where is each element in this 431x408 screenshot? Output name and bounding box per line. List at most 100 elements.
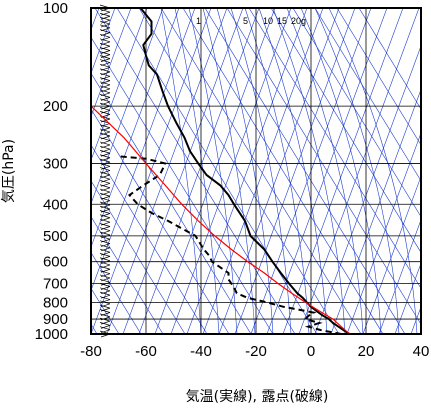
wind-barb bbox=[99, 38, 111, 46]
plot-frame bbox=[90, 7, 422, 335]
isotherm-line bbox=[378, 219, 421, 334]
wind-barb bbox=[99, 171, 111, 179]
y-tick-label: 600 bbox=[43, 254, 68, 271]
wind-barb bbox=[99, 197, 111, 205]
isotherm-line bbox=[218, 8, 340, 334]
wind-barb bbox=[99, 175, 111, 183]
y-tick-label: 700 bbox=[43, 276, 68, 293]
adiabat-line bbox=[248, 8, 421, 289]
wind-barb bbox=[99, 106, 111, 114]
wind-barb bbox=[99, 124, 111, 132]
x-tick-label: 0 bbox=[307, 343, 315, 360]
wind-barb bbox=[99, 278, 111, 286]
wind-barb bbox=[99, 244, 111, 252]
adiabat-line bbox=[336, 8, 421, 146]
wind-barb bbox=[99, 287, 111, 295]
x-tick-label: -20 bbox=[245, 343, 267, 360]
y-tick-label: 400 bbox=[43, 196, 68, 213]
wind-barb bbox=[99, 47, 111, 54]
moist-adiabat-line bbox=[160, 8, 202, 334]
isotherm-line bbox=[91, 8, 164, 205]
wind-barb bbox=[99, 145, 111, 153]
wind-barb bbox=[99, 248, 111, 256]
moist-adiabat-line bbox=[300, 8, 382, 334]
adiabat-line bbox=[138, 8, 340, 334]
y-tick-label: 300 bbox=[43, 156, 68, 173]
wind-barb bbox=[99, 274, 111, 282]
wind-barb bbox=[99, 231, 111, 239]
moist-adiabat-line bbox=[230, 8, 292, 334]
isotherm-line bbox=[91, 8, 132, 118]
wind-barb bbox=[99, 291, 111, 299]
y-axis-label: 気圧(hPa) bbox=[1, 139, 17, 203]
parcel-line bbox=[91, 105, 350, 334]
isotherm-line bbox=[91, 8, 148, 162]
moist-adiabat-line bbox=[188, 8, 238, 334]
adiabat-line bbox=[358, 8, 421, 110]
isotherm-line bbox=[106, 8, 228, 334]
y-tick-label: 800 bbox=[43, 294, 68, 311]
x-tick-label: -40 bbox=[190, 343, 212, 360]
y-tick-label: 1000 bbox=[35, 326, 68, 343]
moist-adiabat-line bbox=[328, 8, 418, 334]
adiabat-line bbox=[94, 8, 296, 334]
isotherm-line bbox=[362, 175, 421, 334]
wind-barb bbox=[99, 81, 111, 89]
adiabat-line bbox=[270, 8, 421, 254]
wind-barb bbox=[99, 149, 111, 157]
adiabat-line bbox=[91, 144, 208, 334]
isotherm-line bbox=[154, 8, 276, 334]
wind-barb bbox=[99, 270, 111, 277]
y-tick-label: 200 bbox=[43, 98, 68, 115]
mixing-ratio-label: 1 bbox=[196, 16, 201, 26]
x-tick-label: 20 bbox=[358, 343, 375, 360]
isotherm-line bbox=[91, 8, 180, 248]
y-tick-label: 900 bbox=[43, 311, 68, 328]
mixing-ratio-labels: 1 5 10 15 20g bbox=[196, 16, 306, 26]
wind-barb bbox=[99, 317, 111, 325]
wind-barb bbox=[99, 89, 111, 97]
isotherm-line bbox=[330, 88, 421, 334]
wind-barb bbox=[99, 85, 111, 93]
temperature-line bbox=[139, 8, 351, 334]
moist-adiabat-line bbox=[286, 8, 364, 334]
moist-adiabat-line bbox=[216, 8, 274, 334]
wind-barb bbox=[99, 265, 111, 273]
wind-barb bbox=[99, 42, 111, 50]
adiabat-line bbox=[91, 216, 164, 334]
adiabat-line bbox=[292, 8, 421, 218]
thermo-background-lines bbox=[91, 8, 421, 334]
wind-barb bbox=[99, 12, 111, 20]
isotherm-line bbox=[91, 8, 196, 292]
wind-barb bbox=[99, 63, 111, 71]
wind-barb bbox=[99, 154, 111, 162]
wind-barb bbox=[99, 214, 111, 222]
wind-barb bbox=[99, 205, 111, 213]
mixing-ratio-label: 15 bbox=[277, 16, 287, 26]
wind-barb bbox=[99, 94, 111, 101]
x-axis-label: 気温(実線), 露点(破線) bbox=[186, 389, 329, 405]
wind-barb bbox=[99, 59, 111, 66]
moist-adiabat-line bbox=[272, 8, 346, 334]
adiabat-line bbox=[91, 251, 142, 334]
isotherm-line bbox=[394, 262, 421, 334]
wind-barb bbox=[99, 141, 111, 149]
wind-barb bbox=[99, 128, 111, 136]
x-tick-labels: -80 -60 -40 -20 0 20 40 bbox=[80, 343, 429, 360]
wind-barb bbox=[99, 326, 111, 334]
wind-barb bbox=[99, 29, 111, 36]
isotherm-line bbox=[282, 8, 404, 334]
adiabat-line bbox=[314, 8, 421, 182]
adiabat-line bbox=[91, 36, 274, 334]
wind-barb bbox=[99, 184, 111, 192]
adiabat-line bbox=[91, 108, 230, 334]
mixing-ratio-label: 10 bbox=[263, 16, 273, 26]
wind-barb bbox=[99, 235, 111, 243]
isotherm-line bbox=[234, 8, 356, 334]
mixing-ratio-label: 20g bbox=[291, 16, 306, 26]
wind-barb bbox=[99, 167, 111, 174]
wind-barb bbox=[99, 188, 111, 196]
wind-barb bbox=[99, 210, 111, 217]
wind-barb bbox=[99, 33, 111, 41]
